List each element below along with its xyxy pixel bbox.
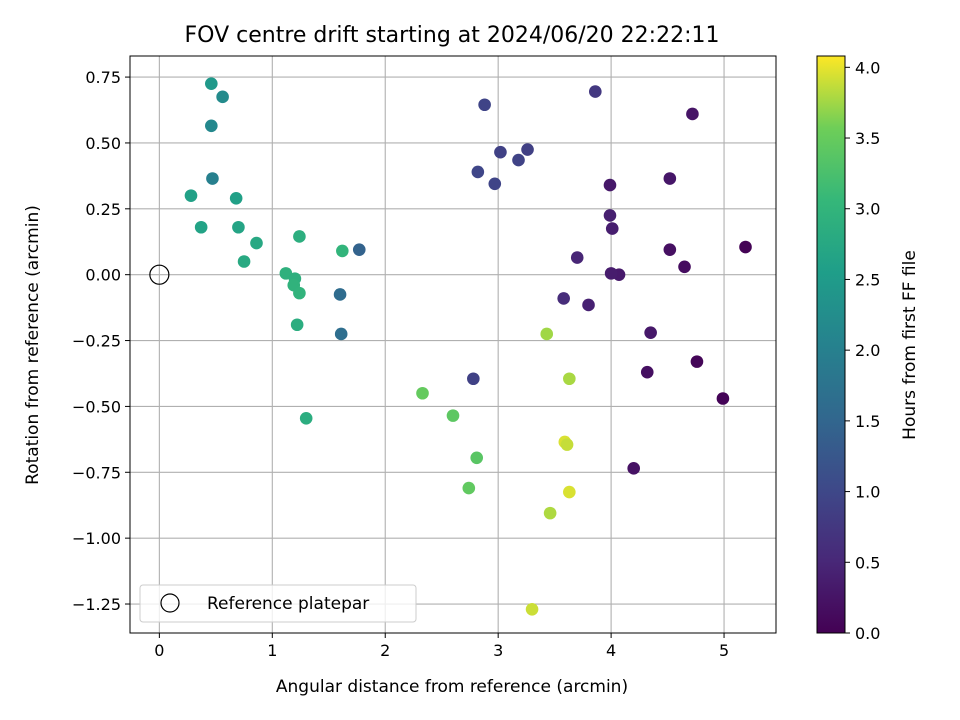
colorbar-tick-label: 0.5 [855,553,880,572]
colorbar-tick-label: 2.5 [855,270,880,289]
y-tick-label: −0.75 [72,463,121,482]
x-tick-label: 4 [606,641,616,660]
data-point [416,386,429,400]
data-point [589,85,602,98]
data-point [293,286,306,300]
data-point [293,230,306,243]
data-point [334,327,348,341]
reference-marker-group [149,264,170,285]
data-point [560,438,574,451]
data-point [603,209,617,222]
legend: Reference platepar [139,584,417,623]
data-point [663,172,677,185]
data-point [336,244,349,258]
y-tick-label: −1.25 [72,595,121,614]
data-point [690,355,704,368]
data-point [206,172,219,185]
data-point [605,222,619,235]
data-point [467,372,480,386]
colorbar: 0.0 0.5 1.0 1.5 2.0 2.5 3.0 3.5 4.0 Hours from f… [816,55,920,643]
data-point [640,365,654,379]
y-tick-label: 0.25 [85,200,121,219]
data-point [250,236,263,250]
y-tick-label: 0.50 [85,134,121,153]
reference-point-marker [149,264,170,285]
data-point [446,409,460,422]
data-point [205,77,218,90]
colorbar-ticks: 0.0 0.5 1.0 1.5 2.0 2.5 3.0 3.5 4.0 [845,58,880,643]
data-point [543,506,557,520]
data-point [739,240,752,254]
legend-label: Reference platepar [207,594,369,614]
data-point [521,143,534,156]
x-tick-label: 0 [154,641,164,660]
data-point [184,189,198,202]
data-point [563,372,576,386]
x-tick-label: 2 [380,641,390,660]
data-point [299,411,313,425]
y-tick-label: −0.50 [72,397,121,416]
colorbar-tick-label: 3.5 [855,129,880,148]
colorbar-tick-label: 1.5 [855,412,880,431]
data-point [570,251,584,264]
data-point [462,481,476,495]
data-point [525,602,539,616]
data-point [644,326,657,339]
x-axis-ticks: 0 1 2 3 4 5 [154,633,729,660]
colorbar-tick-label: 1.0 [855,483,880,502]
data-point [716,392,730,405]
y-tick-label: 0.75 [85,68,121,87]
data-point [352,243,366,256]
colorbar-tick-label: 4.0 [855,58,880,77]
colorbar-label: Hours from first FF file [900,250,920,440]
colorbar-gradient [816,55,846,634]
y-axis-ticks: 0.75 0.50 0.25 0.00 −0.25 −0.50 −0.75 −1.00 −1.2… [72,68,130,614]
data-point [216,90,229,104]
data-point [290,318,304,332]
data-point [582,298,595,312]
data-point [470,451,484,465]
data-point [232,220,245,234]
data-point [512,153,525,167]
grid-lines [130,56,776,633]
data-points [184,77,752,616]
plot-frame [129,55,777,634]
plot-area [129,55,777,634]
data-point [471,165,485,179]
y-axis-label: Rotation from reference (arcmin) [23,205,43,485]
data-point [333,288,347,301]
x-axis-label: Angular distance from reference (arcmin) [276,677,628,697]
data-point [603,178,617,192]
colorbar-tick-label: 3.0 [855,200,880,219]
data-point [557,292,570,305]
data-point [604,267,618,280]
data-point [540,327,554,341]
colorbar-tick-label: 0.0 [855,624,880,643]
data-point [205,119,218,133]
x-tick-label: 1 [267,641,277,660]
data-point [494,145,507,159]
data-point [563,485,576,499]
data-point [478,98,491,112]
data-point [237,255,251,268]
data-point [678,260,691,274]
y-tick-label: −0.25 [72,332,121,351]
data-point [686,107,699,121]
x-tick-label: 3 [493,641,503,660]
data-point [488,177,502,191]
data-point [229,191,243,205]
data-point [627,462,640,475]
legend-open-circle-icon [160,593,180,613]
data-point [663,243,677,256]
data-point [194,220,208,234]
y-tick-label: −1.00 [72,529,121,548]
x-tick-label: 5 [719,641,729,660]
chart-title: FOV centre drift starting at 2024/06/20 … [185,23,720,48]
colorbar-tick-label: 2.0 [855,341,880,360]
y-tick-label: 0.00 [85,266,121,285]
legend-box [139,584,417,623]
